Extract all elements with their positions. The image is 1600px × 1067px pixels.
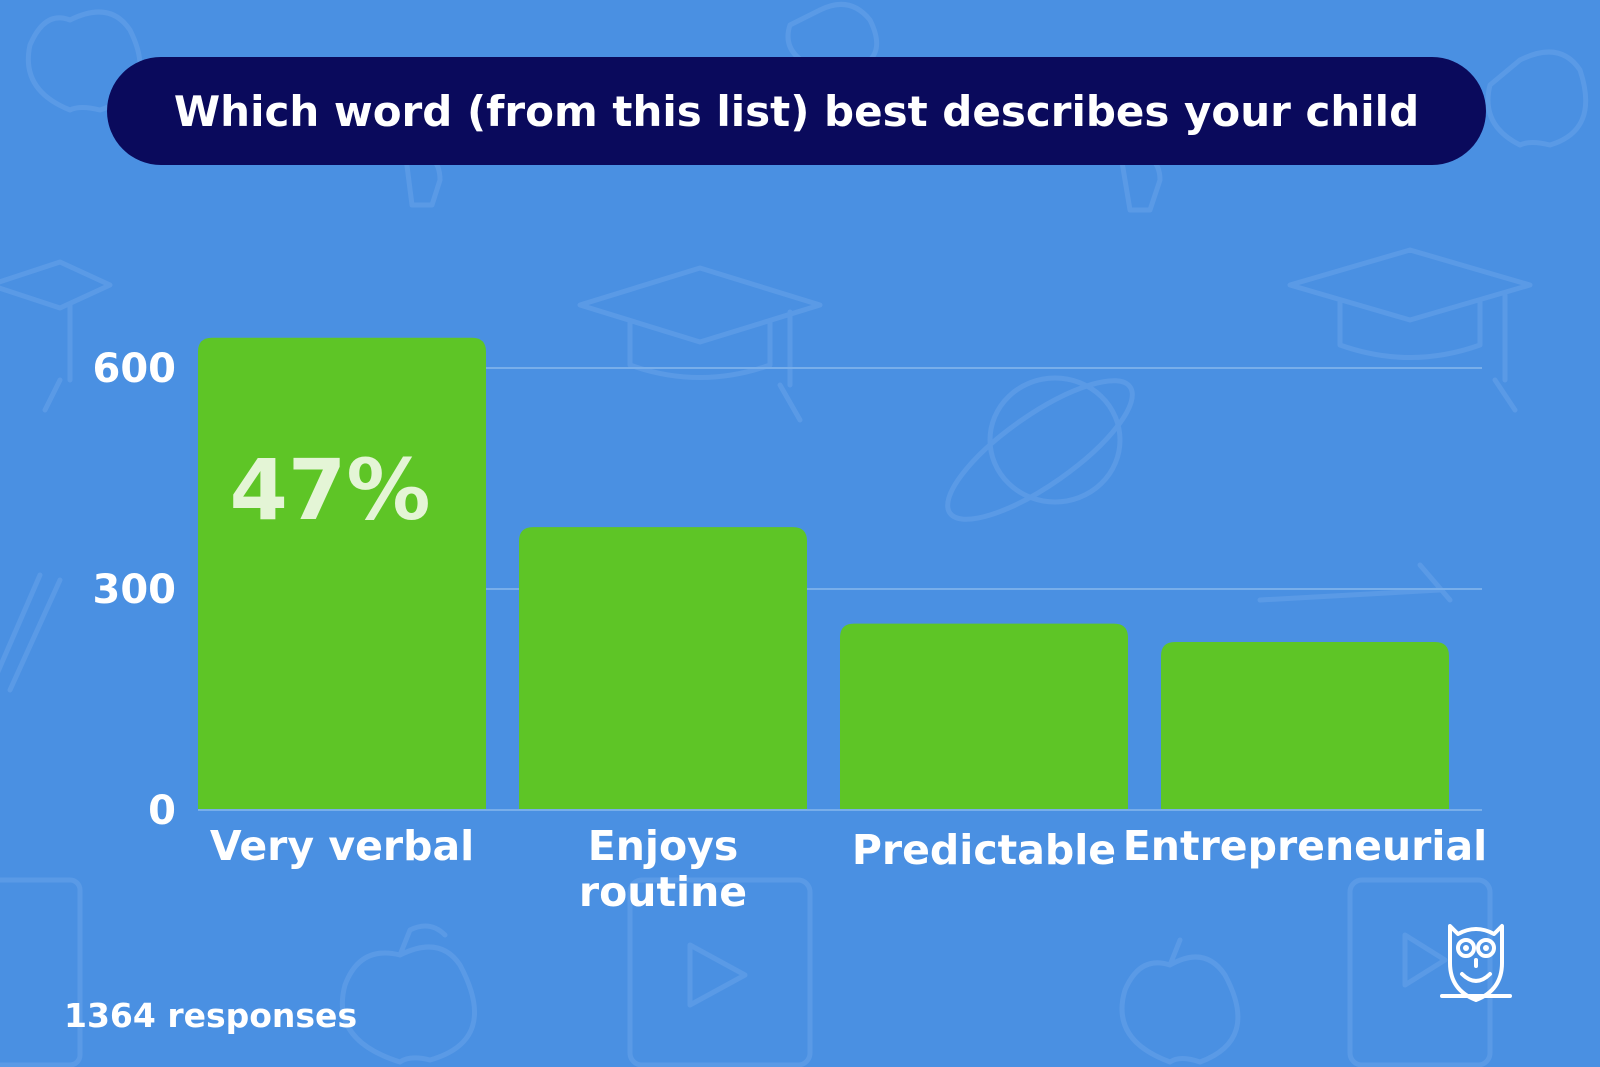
apple-icon bbox=[25, 9, 143, 113]
apple-icon bbox=[1485, 49, 1589, 148]
x-category-label: routine bbox=[579, 868, 747, 916]
bar-predictable bbox=[840, 623, 1128, 810]
x-category-label: Entrepreneurial bbox=[1123, 822, 1487, 870]
bar-value-label: 47% bbox=[229, 441, 430, 539]
x-category-label: Predictable bbox=[852, 826, 1116, 874]
responses-count: 1364 responses bbox=[64, 996, 358, 1035]
graduation-cap-icon bbox=[577, 265, 823, 423]
title-banner: Which word (from this list) best describ… bbox=[107, 57, 1486, 165]
planet-icon bbox=[987, 375, 1123, 505]
x-category-label: Very verbal bbox=[210, 822, 474, 870]
apple-icon bbox=[339, 923, 477, 1065]
x-category-label: Enjoys bbox=[588, 822, 739, 870]
bar-very-verbal bbox=[198, 337, 486, 810]
video-card-icon bbox=[627, 877, 813, 1067]
chart-title: Which word (from this list) best describ… bbox=[173, 86, 1420, 136]
bars bbox=[198, 337, 1449, 810]
owl-icon bbox=[1440, 924, 1512, 1002]
y-tick-label: 0 bbox=[148, 788, 176, 834]
pencil-icon bbox=[1257, 562, 1453, 603]
y-tick-label: 600 bbox=[93, 346, 177, 392]
axes: 0 300 600 bbox=[93, 346, 1482, 834]
graduation-cap-icon bbox=[1287, 247, 1533, 413]
y-tick-label: 300 bbox=[93, 567, 177, 613]
graduation-cap-icon bbox=[0, 259, 113, 413]
bar-enjoys-routine bbox=[519, 527, 807, 810]
apple-icon bbox=[1119, 937, 1241, 1065]
book-icon bbox=[0, 877, 83, 1067]
pencil-icon bbox=[0, 572, 63, 693]
bar-entrepreneurial bbox=[1161, 642, 1449, 810]
